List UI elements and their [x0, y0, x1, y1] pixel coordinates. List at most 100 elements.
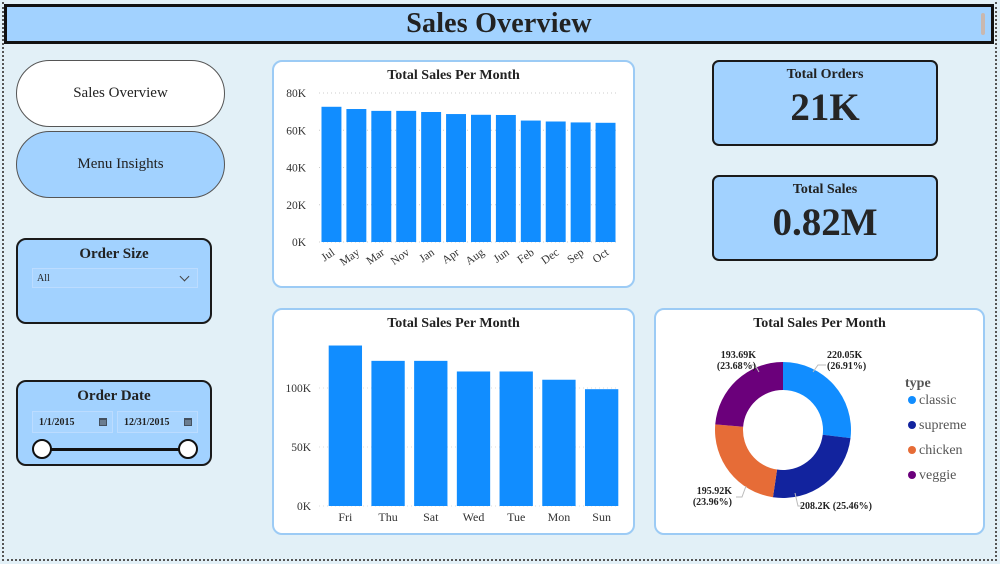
x-tick-label: Sun — [592, 510, 611, 524]
leader-line — [794, 492, 804, 507]
bar[interactable] — [584, 389, 619, 506]
legend-item-chicken[interactable]: chicken — [919, 443, 963, 458]
bar[interactable] — [456, 371, 491, 506]
scrollbar[interactable] — [981, 13, 985, 35]
bar[interactable] — [414, 360, 448, 506]
page-header: Sales Overview — [4, 4, 994, 44]
order-date-slicer: Order Date 1/1/2015 12/31/2015 — [16, 380, 212, 466]
x-tick-label: May — [338, 246, 362, 268]
order-size-dropdown[interactable]: All — [32, 268, 198, 288]
bar[interactable] — [346, 109, 367, 242]
day-bar-chart: 0K 50K 100K Fri Thu Sat Wed Tue Mon Sun — [285, 345, 619, 524]
kpi-label: Total Sales — [792, 182, 858, 197]
slicer-title: Order Size — [79, 246, 149, 262]
sales-per-month-chart: Total Sales Per Month 0K 20K 40K 60K 80K Jul M… — [272, 60, 635, 288]
date-range-slider[interactable] — [32, 437, 198, 461]
end-date-input[interactable]: 12/31/2015 — [117, 411, 198, 433]
slicer-title: Order Date — [77, 388, 151, 404]
range-start-handle[interactable] — [32, 439, 52, 459]
donut-slice-supreme[interactable] — [772, 434, 851, 498]
bar[interactable] — [499, 371, 533, 506]
bar[interactable] — [570, 122, 591, 242]
bar[interactable] — [396, 110, 417, 242]
y-tick-label: 40K — [286, 163, 307, 175]
chevron-down-icon — [179, 271, 190, 281]
legend-item-classic[interactable]: classic — [919, 393, 956, 408]
data-label: 193.69K — [721, 350, 757, 361]
x-tick-label: Jan — [417, 246, 437, 265]
bar[interactable] — [371, 110, 392, 242]
kpi-value: 21K — [790, 86, 860, 129]
data-label: (23.68%) — [717, 361, 756, 372]
donut-slice-veggie[interactable] — [715, 362, 783, 427]
data-label: 220.05K — [827, 350, 863, 361]
order-size-slicer: Order Size All — [16, 238, 212, 324]
nav-menu-insights-button[interactable]: Menu Insights — [16, 131, 225, 198]
x-tick-label: Sat — [423, 510, 439, 524]
bar[interactable] — [371, 360, 405, 506]
range-end-handle[interactable] — [178, 439, 198, 459]
bar[interactable] — [545, 121, 566, 242]
kpi-value: 0.82M — [772, 201, 878, 244]
chart-title: Total Sales Per Month — [387, 68, 520, 83]
x-tick-label: Mar — [364, 247, 387, 268]
calendar-icon[interactable] — [184, 418, 192, 426]
data-label: (26.91%) — [827, 361, 866, 372]
x-tick-label: Sep — [565, 246, 586, 266]
x-tick-label: Nov — [389, 246, 412, 267]
page-title: Sales Overview — [406, 8, 592, 39]
y-tick-label: 60K — [286, 125, 307, 137]
x-tick-label: Aug — [464, 246, 487, 267]
leader-line — [736, 485, 747, 498]
y-tick-label: 0K — [297, 501, 312, 513]
sales-by-type-chart: Total Sales Per Month 220.05K (26.91%) 208… — [654, 308, 985, 535]
x-tick-label: Thu — [378, 510, 397, 524]
bar[interactable] — [520, 120, 541, 242]
dropdown-value: All — [37, 272, 50, 284]
x-tick-label: Dec — [539, 247, 561, 267]
x-tick-label: Apr — [440, 247, 462, 267]
nav-button-label: Menu Insights — [77, 156, 164, 172]
bar[interactable] — [446, 114, 467, 242]
start-date-value: 1/1/2015 — [39, 416, 75, 428]
y-tick-label: 100K — [285, 383, 311, 395]
legend-title: type — [905, 376, 931, 391]
sales-per-day-chart: Total Sales Per Month 0K 50K 100K Fri Thu Sat… — [272, 308, 635, 535]
legend-marker-icon — [908, 421, 916, 429]
data-label: 208.2K (25.46%) — [800, 501, 872, 512]
chart-title: Total Sales Per Month — [753, 316, 886, 331]
type-donut-chart: 220.05K(26.91%) 208.2K (25.46%) 195.92K (23… — [693, 350, 967, 512]
nav-sales-overview-button[interactable]: Sales Overview — [16, 60, 225, 127]
kpi-label: Total Orders — [786, 67, 864, 82]
x-tick-label: Oct — [591, 246, 612, 266]
legend-marker-icon — [908, 471, 916, 479]
legend-item-supreme[interactable]: supreme — [919, 418, 966, 433]
x-tick-label: Jul — [319, 247, 337, 265]
total-orders-card: Total Orders 21K — [712, 60, 938, 146]
bar[interactable] — [421, 111, 442, 242]
bar[interactable] — [495, 114, 516, 242]
x-tick-label: Tue — [507, 510, 525, 524]
total-sales-card: Total Sales 0.82M — [712, 175, 938, 261]
calendar-icon[interactable] — [99, 418, 107, 426]
bar[interactable] — [470, 114, 491, 242]
month-bar-chart: 0K 20K 40K 60K 80K Jul May Mar Nov Jan Apr Aug Jun Fe… — [286, 88, 618, 269]
bar[interactable] — [321, 106, 342, 242]
chart-title: Total Sales Per Month — [387, 316, 520, 331]
donut-slice-chicken[interactable] — [715, 424, 778, 498]
donut-slice-classic[interactable] — [783, 362, 851, 439]
y-tick-label: 20K — [286, 200, 307, 212]
x-tick-label: Feb — [515, 246, 536, 266]
y-tick-label: 50K — [291, 442, 312, 454]
x-tick-label: Mon — [548, 510, 571, 524]
bar[interactable] — [542, 379, 576, 506]
data-label: 195.92K — [697, 486, 733, 497]
start-date-input[interactable]: 1/1/2015 — [32, 411, 113, 433]
bar[interactable] — [328, 345, 363, 506]
legend-marker-icon — [908, 396, 916, 404]
y-tick-label: 80K — [286, 88, 307, 100]
legend-item-veggie[interactable]: veggie — [919, 468, 956, 483]
nav-button-label: Sales Overview — [73, 85, 168, 101]
bar[interactable] — [595, 122, 616, 242]
leader-line — [750, 364, 760, 373]
